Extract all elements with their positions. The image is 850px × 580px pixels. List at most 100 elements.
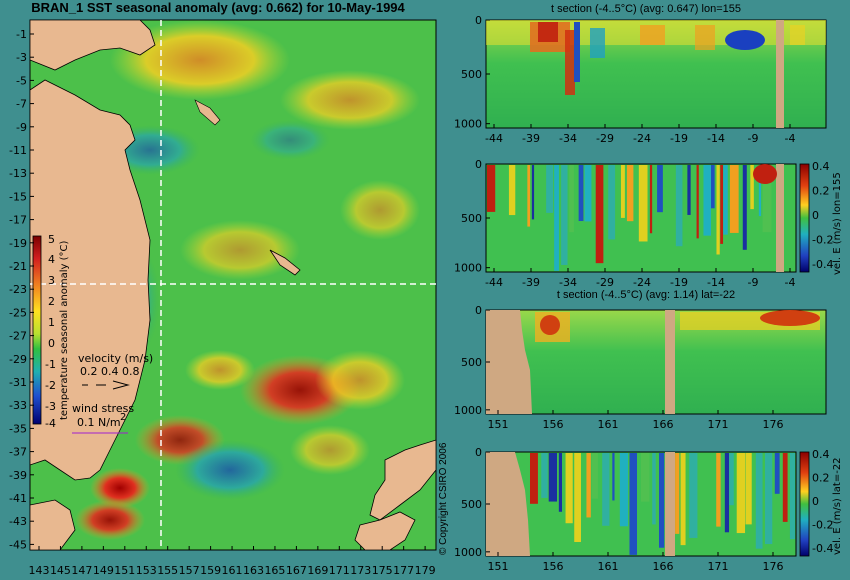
- x-tick-label: 176: [763, 418, 784, 431]
- velocity-stripe: [527, 165, 531, 227]
- lat-tick-label: -39: [9, 469, 27, 482]
- depth-tick-label: 500: [461, 356, 482, 369]
- x-tick-label: 171: [708, 560, 729, 573]
- lon-tick-label: 151: [114, 564, 135, 577]
- velocity-stripe: [578, 165, 584, 222]
- lat-tick-label: -13: [9, 167, 27, 180]
- colorbar-tick-label: -0.4: [812, 258, 833, 271]
- x-tick-label: 156: [543, 560, 564, 573]
- velocity-colorbar: [799, 163, 810, 273]
- velocity-stripe: [608, 165, 616, 240]
- x-tick-label: -14: [707, 276, 725, 289]
- colorbar-tick-label: -2: [45, 379, 56, 392]
- map-title: BRAN_1 SST seasonal anomaly (avg: 0.662)…: [31, 0, 405, 15]
- colorbar-tick-label: 0.4: [812, 448, 830, 461]
- depth-tick-label: 500: [461, 68, 482, 81]
- velocity-stripe: [675, 165, 683, 247]
- lat-tick-label: -33: [9, 399, 27, 412]
- lat-tick-label: -15: [9, 190, 27, 203]
- colorbar-tick-label: 0.2: [812, 472, 830, 485]
- lon-tick-label: 171: [329, 564, 350, 577]
- panel-title-1: t section (-4..5°C) (avg: 0.647) lon=155: [551, 3, 741, 15]
- velocity-stripe: [687, 165, 691, 215]
- new-zealand-south-land: [354, 511, 416, 551]
- velocity-stripe: [626, 165, 634, 222]
- velocity-stripe: [584, 165, 592, 222]
- land-mask: [776, 20, 784, 128]
- velocity-stripe: [703, 165, 712, 236]
- depth-tick-label: 0: [475, 304, 482, 317]
- colorbar-tick-label: 0.4: [812, 160, 830, 173]
- colorbar-tick-label: -0.4: [812, 542, 833, 555]
- lat-tick-label: -37: [9, 446, 27, 459]
- velocity-stripe: [657, 165, 663, 213]
- lat-tick-label: -43: [9, 515, 27, 528]
- velocity-stripe: [658, 453, 665, 548]
- new-caledonia-land: [269, 249, 301, 276]
- panel4-colorbar-ticks: 0.4 0.2 0 -0.2 -0.4: [812, 448, 833, 555]
- velocity-stripe: [497, 165, 506, 231]
- depth-tick-label: 0: [475, 14, 482, 27]
- velocity-stripe: [716, 165, 720, 255]
- lat-tick-label: -23: [9, 283, 27, 296]
- velocity-stripe: [782, 453, 788, 522]
- velocity-stripe: [736, 453, 746, 534]
- velocity-stripe: [531, 165, 535, 220]
- velocity-stripe: [702, 453, 711, 535]
- velocity-values: 0.2 0.4 0.8: [80, 365, 139, 378]
- tasmania-land: [29, 499, 76, 551]
- velocity-stripe: [675, 453, 680, 534]
- x-tick-label: -34: [559, 276, 577, 289]
- velocity-stripe: [565, 453, 573, 524]
- land-mask: [486, 452, 530, 556]
- x-tick-label: -14: [707, 132, 725, 145]
- velocity-stripe: [530, 453, 538, 504]
- lat-tick-label: -29: [9, 353, 27, 366]
- x-tick-label: 171: [708, 418, 729, 431]
- lon-tick-label: 169: [307, 564, 328, 577]
- depth-tick-label: 1000: [454, 118, 482, 131]
- velocity-stripe: [755, 453, 763, 549]
- lon-tick-label: 155: [157, 564, 178, 577]
- velocity-stripe: [689, 453, 698, 538]
- x-tick-label: -19: [670, 276, 688, 289]
- colorbar-tick-label: -0.2: [812, 234, 833, 247]
- depth-tick-label: 0: [475, 158, 482, 171]
- velocity-stripe: [641, 453, 650, 502]
- x-tick-label: -4: [785, 276, 796, 289]
- lon-tick-label: 179: [415, 564, 436, 577]
- new-zealand-north-land: [369, 439, 437, 521]
- lat-tick-label: -5: [16, 74, 27, 87]
- land-mask: [665, 310, 675, 414]
- velocity-stripe: [652, 453, 656, 525]
- section-panel-lat22-vel: 0.4 0.2 0 -0.2 -0.4 vel. E (m/s) lat=-22 0 50…: [454, 446, 843, 573]
- velocity-stripe: [680, 453, 686, 546]
- velocity-stripe: [574, 453, 581, 542]
- velocity-stripe: [789, 453, 795, 540]
- x-tick-label: 176: [763, 560, 784, 573]
- x-tick-label: -4: [785, 132, 796, 145]
- x-tick-label: -24: [633, 132, 651, 145]
- x-tick-label: 161: [598, 560, 619, 573]
- velocity-stripe: [711, 165, 715, 209]
- lon-tick-label: 175: [372, 564, 393, 577]
- section-panel-lon155-vel: 0.4 0.2 0 -0.2 -0.4 vel. E (m/s) lon=155 0 50…: [454, 158, 843, 289]
- velocity-stripe: [720, 165, 724, 244]
- x-tick-label: 151: [488, 560, 509, 573]
- x-tick-label: -9: [748, 132, 759, 145]
- x-tick-label: -34: [559, 132, 577, 145]
- land-mask: [665, 452, 675, 556]
- x-tick-label: 166: [653, 418, 674, 431]
- lat-tick-label: -41: [9, 492, 27, 505]
- wind-stress-unit-sup: 2: [120, 412, 126, 423]
- velocity-stripe: [558, 453, 563, 512]
- x-tick-label: -19: [670, 132, 688, 145]
- velocity-stripe: [586, 453, 591, 518]
- lat-tick-label: -27: [9, 330, 27, 343]
- velocity-arrows: [82, 380, 130, 390]
- colorbar-tick-label: 0: [48, 337, 55, 350]
- panel3-ticks: 0 500 1000 151 156 161 166 171 176: [454, 304, 784, 431]
- colorbar-tick-label: -1: [45, 358, 56, 371]
- colorbar-tick-label: 0: [812, 495, 819, 508]
- velocity-stripe: [629, 453, 638, 555]
